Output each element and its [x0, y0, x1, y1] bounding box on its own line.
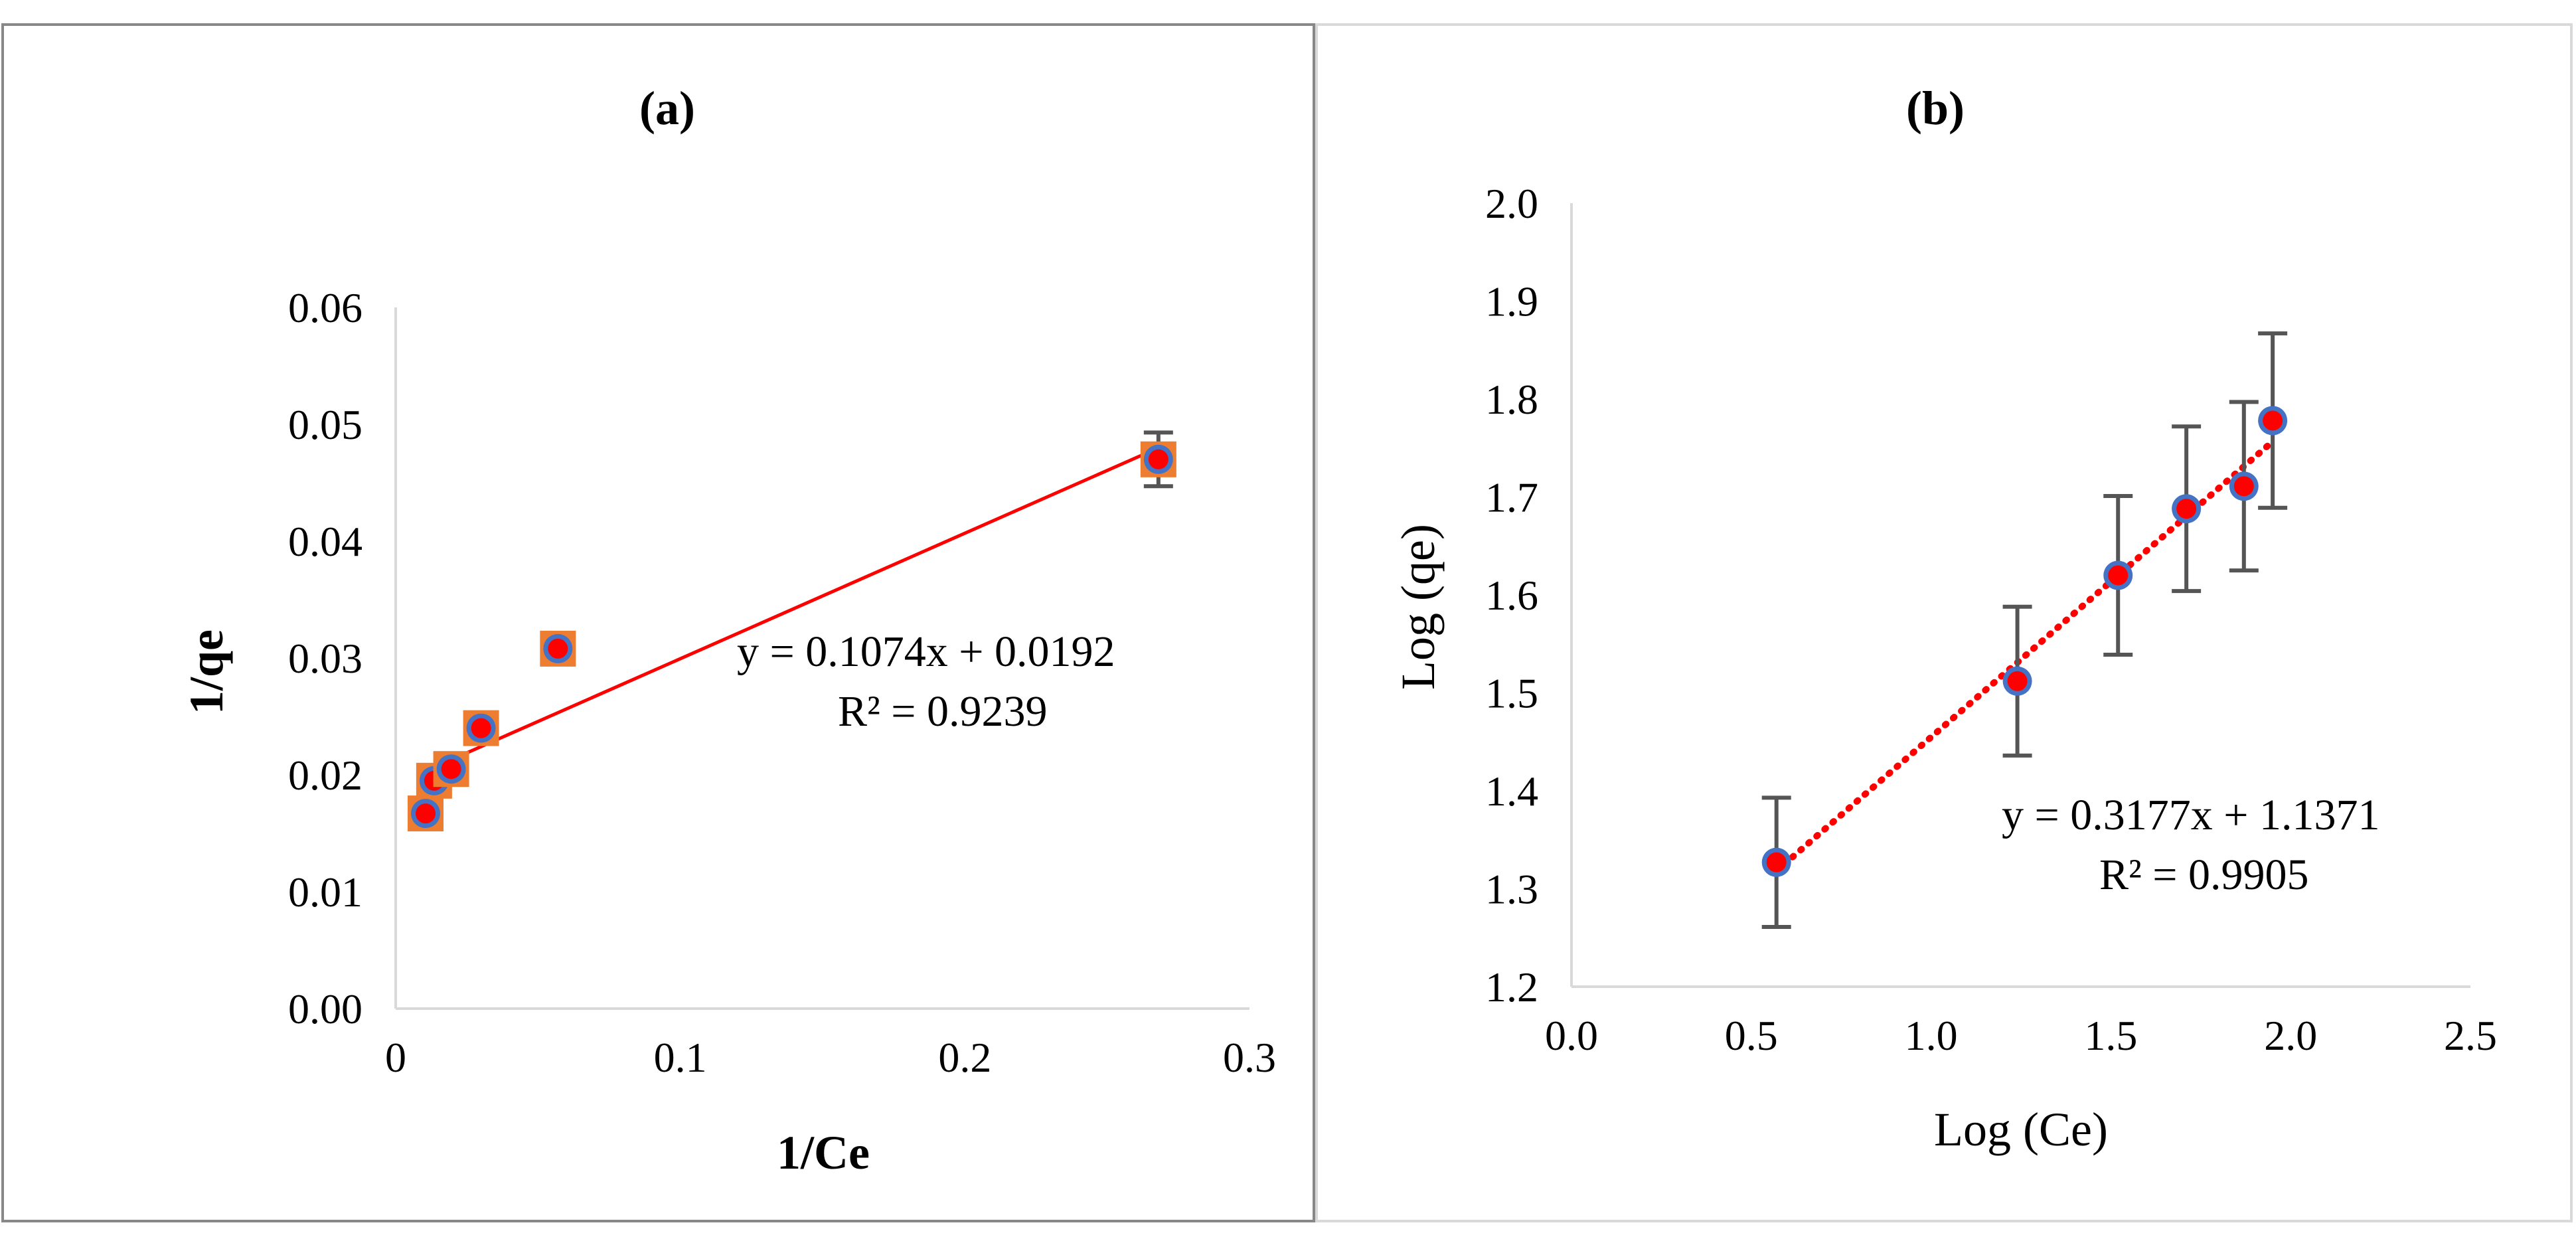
y-tick-label: 0.04 [288, 518, 362, 565]
y-tick-label: 1.3 [1485, 866, 1538, 913]
data-point [408, 795, 444, 832]
marker-dot [441, 759, 461, 780]
chart-a-xlabel: 1/Ce [777, 1126, 870, 1179]
y-tick-label: 0.01 [288, 869, 362, 916]
chart-a-plot: 0.00 0.01 0.02 0.03 0.04 0.05 0.06 0 0.1 0.2 0.3 [288, 284, 1276, 1081]
y-tick-label: 0.02 [288, 752, 362, 799]
data-point [2229, 471, 2259, 501]
x-tick-label: 0.3 [1223, 1034, 1276, 1081]
chart-b-plot: 1.2 1.3 1.4 1.5 1.6 1.7 1.8 1.9 2.0 0.0 0.5 1.0 1.5 2… [1485, 180, 2497, 1059]
data-point [433, 751, 469, 787]
y-tick-label: 0.03 [288, 635, 362, 682]
x-tick-label: 0.2 [938, 1034, 991, 1081]
data-point [2002, 666, 2032, 696]
chart-b-title: (b) [1906, 82, 1965, 135]
y-tick-label: 0.06 [288, 284, 362, 331]
marker-dot [416, 803, 436, 824]
x-tick-label: 2.0 [2264, 1012, 2317, 1059]
x-tick-label: 0 [385, 1034, 406, 1081]
chart-a-ylabel: 1/qe [180, 629, 233, 714]
marker-dot [1148, 449, 1168, 469]
data-point [463, 710, 499, 746]
marker-dot [2233, 476, 2254, 497]
marker-dot [2007, 671, 2028, 691]
marker-dot [2176, 499, 2197, 519]
data-point [1140, 441, 1176, 477]
data-point [1761, 847, 1791, 877]
data-point [540, 630, 576, 667]
data-point [2172, 494, 2202, 524]
trendline [1773, 438, 2277, 874]
x-tick-label: 0.1 [654, 1034, 707, 1081]
y-tick-label: 0.05 [288, 401, 362, 448]
data-point [2258, 406, 2288, 436]
chart-a-title: (a) [639, 82, 695, 135]
x-tick-label: 2.5 [2444, 1012, 2497, 1059]
y-tick-label: 0.00 [288, 985, 362, 1033]
marker-dot [2108, 565, 2129, 586]
chart-a-r-squared: R² = 0.9239 [838, 687, 1048, 736]
x-tick-label: 0.0 [1545, 1012, 1598, 1059]
chart-b-ylabel: Log (qe) [1392, 524, 1445, 690]
chart-b-xlabel: Log (Ce) [1934, 1103, 2108, 1156]
y-tick-label: 1.4 [1485, 768, 1538, 815]
y-tick-label: 1.7 [1485, 474, 1538, 521]
marker-dot [1766, 852, 1787, 872]
panel-b-frame [1315, 23, 2573, 1222]
marker-dot [471, 718, 491, 738]
chart-b-r-squared: R² = 0.9905 [2099, 851, 2309, 899]
chart-a-equation: y = 0.1074x + 0.0192 [737, 627, 1115, 676]
chart-b-equation: y = 0.3177x + 1.1371 [2002, 791, 2379, 839]
x-tick-label: 0.5 [1725, 1012, 1778, 1059]
y-tick-label: 1.9 [1485, 278, 1538, 325]
panel-a-frame [1, 23, 1315, 1222]
y-tick-label: 1.6 [1485, 572, 1538, 619]
marker-dot [2263, 410, 2283, 431]
marker-dot [548, 638, 568, 659]
x-tick-label: 1.5 [2084, 1012, 2137, 1059]
y-tick-label: 2.0 [1485, 180, 1538, 227]
data-point [2103, 560, 2133, 590]
trendline [425, 446, 1159, 773]
y-tick-label: 1.2 [1485, 963, 1538, 1011]
x-tick-label: 1.0 [1905, 1012, 1958, 1059]
y-tick-label: 1.5 [1485, 670, 1538, 717]
y-tick-label: 1.8 [1485, 376, 1538, 423]
